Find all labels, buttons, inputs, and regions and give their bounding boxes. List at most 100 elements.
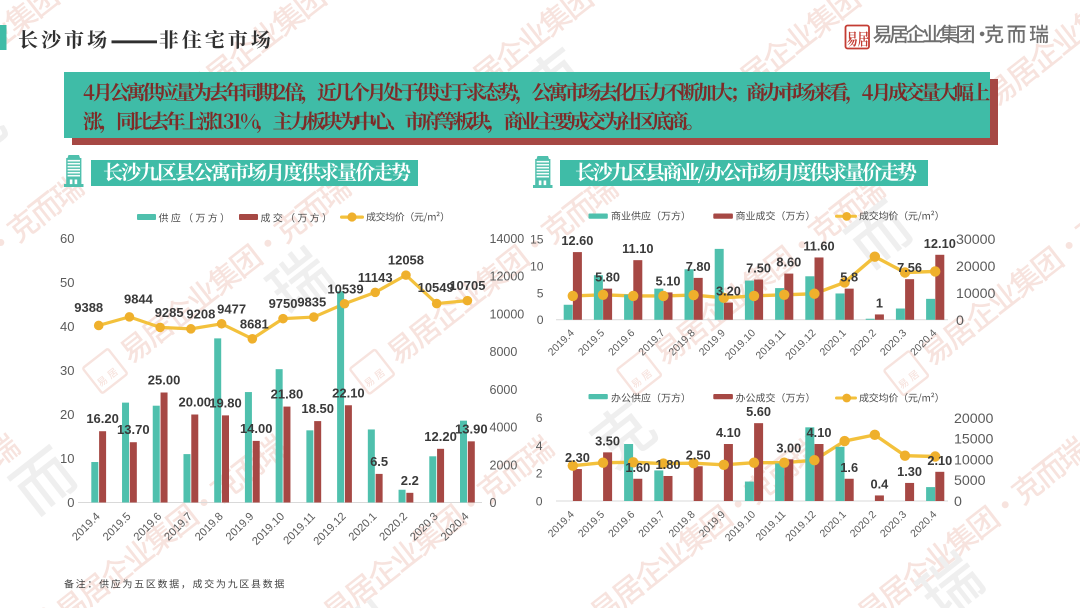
svg-text:2019.4: 2019.4 [546,509,577,540]
svg-text:0: 0 [67,495,74,510]
svg-text:5000: 5000 [954,473,986,489]
svg-text:4: 4 [536,439,543,453]
svg-text:2020.1: 2020.1 [347,511,380,544]
svg-text:2019.8: 2019.8 [193,511,226,544]
svg-text:2019.5: 2019.5 [576,327,607,358]
svg-text:7.50: 7.50 [746,261,771,276]
svg-text:2000: 2000 [490,458,518,472]
svg-text:21.80: 21.80 [271,387,304,402]
svg-text:1.80: 1.80 [656,457,681,472]
svg-text:4.10: 4.10 [716,425,741,440]
svg-text:0: 0 [490,496,497,510]
svg-text:2019.6: 2019.6 [606,327,637,358]
svg-text:2020.1: 2020.1 [818,327,849,358]
svg-text:10000: 10000 [954,452,994,468]
svg-text:2020.2: 2020.2 [848,509,879,540]
svg-text:1.30: 1.30 [897,464,922,479]
svg-text:1.6: 1.6 [840,460,858,475]
svg-text:22.10: 22.10 [332,385,365,400]
svg-text:15000: 15000 [954,432,994,448]
svg-text:12.60: 12.60 [561,233,593,248]
svg-text:9208: 9208 [186,306,215,321]
svg-text:2.2: 2.2 [401,473,419,488]
svg-text:12.10: 12.10 [924,236,956,251]
svg-text:4000: 4000 [490,421,518,435]
svg-text:20: 20 [60,407,74,422]
svg-text:2019.12: 2019.12 [312,511,349,548]
svg-text:8000: 8000 [490,345,518,359]
svg-text:13.90: 13.90 [455,421,488,436]
svg-text:5.10: 5.10 [656,273,681,288]
svg-text:10705: 10705 [449,278,485,293]
svg-text:3.20: 3.20 [716,284,741,299]
svg-text:8681: 8681 [240,316,269,331]
svg-text:15: 15 [530,233,544,247]
svg-text:0: 0 [537,313,544,327]
svg-text:12000: 12000 [490,270,525,284]
svg-text:11.10: 11.10 [622,241,653,256]
svg-text:2020.1: 2020.1 [818,509,849,540]
svg-text:2019.4: 2019.4 [546,327,577,358]
svg-text:2019.4: 2019.4 [70,511,103,544]
svg-text:2.50: 2.50 [686,447,711,462]
svg-text:2019.11: 2019.11 [281,511,317,547]
svg-text:4.10: 4.10 [807,425,832,440]
svg-text:40: 40 [60,319,74,334]
svg-text:10539: 10539 [327,281,363,296]
svg-text:2020.2: 2020.2 [377,511,410,544]
svg-text:11.60: 11.60 [803,238,834,253]
svg-text:5.80: 5.80 [595,270,620,285]
svg-text:9750: 9750 [269,296,298,311]
svg-text:0: 0 [956,313,964,329]
svg-text:50: 50 [60,275,74,290]
svg-text:2019.5: 2019.5 [101,511,134,544]
svg-text:10000: 10000 [956,286,996,302]
svg-text:2019.12: 2019.12 [783,509,818,544]
svg-text:20.00: 20.00 [179,395,212,410]
svg-text:11143: 11143 [358,270,393,285]
svg-text:5.60: 5.60 [746,404,771,419]
svg-text:2019.5: 2019.5 [576,509,607,540]
svg-text:9285: 9285 [155,305,184,320]
svg-text:2020.3: 2020.3 [878,509,909,540]
svg-text:2019.6: 2019.6 [606,509,637,540]
svg-text:9477: 9477 [217,301,246,316]
svg-text:12.20: 12.20 [424,429,457,444]
svg-text:2019.11: 2019.11 [754,327,789,362]
svg-text:9835: 9835 [297,295,326,310]
svg-text:2020.4: 2020.4 [908,509,939,540]
svg-text:12058: 12058 [388,253,424,268]
svg-text:10: 10 [60,451,74,466]
svg-text:14.00: 14.00 [240,421,273,436]
svg-text:0: 0 [536,494,543,508]
svg-text:16.20: 16.20 [86,411,119,426]
svg-text:20000: 20000 [956,259,996,275]
svg-text:9844: 9844 [124,291,154,306]
svg-text:5.8: 5.8 [840,270,858,285]
svg-text:0.4: 0.4 [871,476,890,491]
svg-text:13.70: 13.70 [117,422,150,437]
svg-text:2019.11: 2019.11 [754,509,789,544]
svg-text:7.80: 7.80 [686,259,711,274]
svg-text:2019.10: 2019.10 [723,327,758,362]
svg-text:7.56: 7.56 [897,260,922,275]
svg-text:6000: 6000 [490,383,518,397]
svg-text:3.00: 3.00 [776,440,801,455]
svg-text:18.50: 18.50 [301,401,334,416]
svg-text:2020.4: 2020.4 [439,511,472,544]
svg-text:19.80: 19.80 [209,395,242,410]
svg-text:2.30: 2.30 [565,450,590,465]
svg-text:2.10: 2.10 [927,453,952,468]
svg-text:5: 5 [537,286,544,300]
svg-text:25.00: 25.00 [148,373,181,388]
svg-text:60: 60 [60,231,74,246]
svg-text:6.5: 6.5 [370,454,388,469]
svg-text:8.60: 8.60 [776,255,801,270]
svg-text:10000: 10000 [490,307,525,321]
svg-text:0: 0 [954,494,962,510]
svg-text:10: 10 [530,259,544,273]
svg-text:6: 6 [536,411,543,425]
svg-text:2019.7: 2019.7 [636,327,667,358]
svg-text:20000: 20000 [954,411,994,427]
svg-text:14000: 14000 [490,232,525,246]
